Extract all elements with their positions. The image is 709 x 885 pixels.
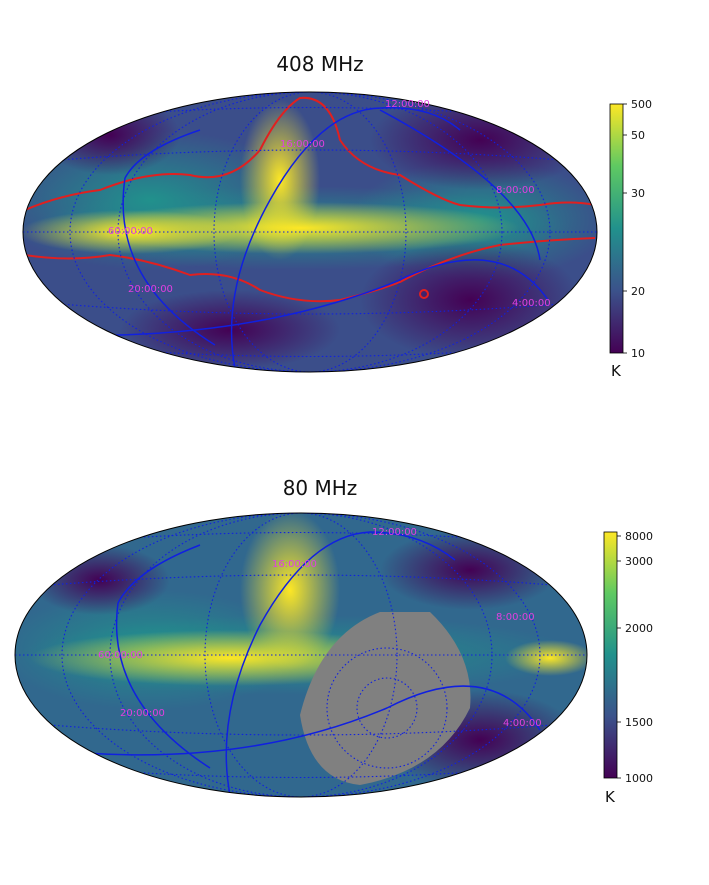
colorbar-unit: K	[605, 788, 616, 806]
colorbar-tick-label: 8000	[625, 530, 653, 543]
ra-label: 12:00:00	[385, 99, 430, 110]
ra-label: 16:00:00	[272, 559, 317, 570]
panel-80mhz: 80 MHz	[0, 440, 709, 860]
ra-label: 4:00:00	[503, 718, 542, 729]
chart-title: 80 MHz	[282, 476, 358, 500]
chart-title: 408 MHz	[276, 52, 364, 76]
ra-label: 16:00:00	[280, 139, 325, 150]
colorbar-tick-label: 20	[631, 285, 645, 298]
colorbar-tick-label: 1000	[625, 772, 653, 785]
contour-line	[24, 96, 596, 303]
panel-408mhz: 408 MHz	[0, 0, 709, 420]
colorbar-tick-label: 1500	[625, 716, 653, 729]
colorbar-tick-label: 30	[631, 187, 645, 200]
ra-label: 20:00:00	[128, 284, 173, 295]
sky-map-408: 12:00:00 16:00:00 8:00:00 60:00:00 4:00:…	[22, 91, 652, 380]
colorbar-tick-label: 2000	[625, 622, 653, 635]
colorbar-unit: K	[611, 362, 622, 380]
colorbar-tick-label: 3000	[625, 555, 653, 568]
ra-label: 20:00:00	[120, 708, 165, 719]
ecliptic-lines	[49, 531, 541, 796]
colorbar-tick-label: 50	[631, 129, 645, 142]
colorbar	[609, 103, 624, 354]
colorbar-tick-label: 10	[631, 347, 645, 360]
colorbar-tick-label: 500	[631, 98, 652, 111]
ra-label: 60:00:00	[108, 226, 153, 237]
coordinate-grid	[15, 513, 587, 797]
map-body	[23, 92, 597, 372]
ra-label: 8:00:00	[496, 185, 535, 196]
colorbar	[603, 531, 618, 779]
ra-label: 4:00:00	[512, 298, 551, 309]
ra-label: 12:00:00	[372, 527, 417, 538]
ra-label: 8:00:00	[496, 612, 535, 623]
sky-map-80: 12:00:00 16:00:00 8:00:00 60:00:00 4:00:…	[14, 512, 653, 806]
ra-label: 60:00:00	[98, 650, 143, 661]
map-body	[15, 513, 587, 797]
coordinate-grid	[23, 92, 597, 372]
